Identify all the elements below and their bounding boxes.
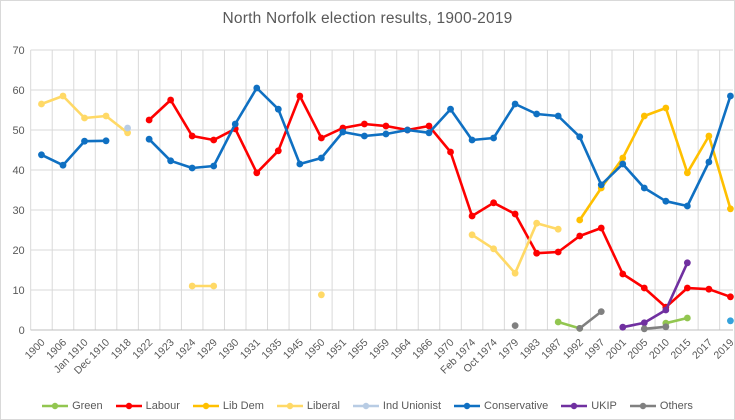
chart-title: North Norfolk election results, 1900-201… (222, 10, 513, 27)
svg-text:40: 40 (12, 165, 24, 177)
series-labour (145, 92, 734, 311)
chart-legend: Green Labour Lib Dem Liberal Ind Unionist Con… (0, 400, 735, 412)
svg-text:0: 0 (19, 325, 25, 337)
svg-text:1959: 1959 (367, 337, 392, 362)
legend-label-conservative: Conservative (484, 400, 549, 412)
svg-text:20: 20 (12, 245, 24, 257)
svg-text:1951: 1951 (324, 337, 349, 362)
series-ukip (619, 259, 691, 331)
legend-item-ind-unionist: Ind Unionist (352, 400, 442, 412)
svg-text:2019: 2019 (712, 337, 735, 362)
svg-text:1930: 1930 (216, 337, 241, 362)
svg-text:1997: 1997 (582, 337, 607, 362)
legend-label-ukip: UKIP (591, 400, 617, 412)
legend-item-labour: Labour (115, 400, 180, 412)
legend-item-green: Green (42, 400, 103, 412)
svg-text:1900: 1900 (23, 337, 48, 362)
legend-item-conservative: Conservative (454, 400, 548, 412)
legend-item-others: Others (629, 400, 693, 412)
legend-label-ind-unionist: Ind Unionist (382, 400, 442, 412)
legend-item-ukip: UKIP (561, 400, 617, 412)
series-liberal (38, 92, 562, 299)
svg-text:1964: 1964 (389, 337, 414, 362)
svg-text:2001: 2001 (604, 337, 629, 362)
svg-text:10: 10 (12, 285, 24, 297)
svg-text:1979: 1979 (496, 337, 521, 362)
svg-text:1983: 1983 (518, 337, 543, 362)
svg-text:50: 50 (12, 125, 24, 137)
svg-text:1945: 1945 (281, 337, 306, 362)
legend-label-labour: Labour (145, 400, 180, 412)
svg-text:1950: 1950 (302, 337, 327, 362)
series-others (511, 308, 670, 333)
svg-text:30: 30 (12, 205, 24, 217)
legend-item-lib-dem: Lib Dem (192, 400, 264, 412)
legend-label-lib-dem: Lib Dem (222, 400, 264, 412)
legend-marker-icon-others (629, 402, 656, 410)
svg-text:1923: 1923 (152, 337, 177, 362)
svg-text:1987: 1987 (539, 337, 564, 362)
svg-text:1931: 1931 (238, 337, 263, 362)
legend-marker-icon-liberal (276, 402, 303, 410)
legend-marker-icon-ukip (561, 402, 588, 410)
svg-text:1955: 1955 (346, 337, 371, 362)
legend-item-liberal: Liberal (276, 400, 340, 412)
svg-text:1918: 1918 (109, 337, 134, 362)
svg-text:1966: 1966 (410, 337, 435, 362)
legend-marker-icon-labour (115, 402, 142, 410)
svg-text:1992: 1992 (561, 337, 586, 362)
gridlines (30, 49, 733, 331)
svg-text:60: 60 (12, 85, 24, 97)
svg-text:1922: 1922 (130, 337, 155, 362)
svg-text:2015: 2015 (668, 337, 693, 362)
series-ind-unionist (124, 124, 734, 325)
legend-label-green: Green (72, 400, 103, 412)
svg-text:2005: 2005 (625, 337, 650, 362)
series-conservative (38, 84, 734, 210)
legend-marker-icon-conservative (454, 402, 481, 410)
svg-text:2010: 2010 (647, 337, 672, 362)
svg-text:1935: 1935 (259, 337, 284, 362)
series-green (554, 314, 691, 332)
legend-marker-icon-ind-unionist (352, 402, 379, 410)
legend-label-others: Others (659, 400, 693, 412)
y-axis-labels: 0 10 20 30 40 50 60 70 (12, 45, 24, 337)
legend-label-liberal: Liberal (306, 400, 340, 412)
svg-text:1924: 1924 (173, 337, 198, 362)
svg-text:1929: 1929 (195, 337, 220, 362)
legend-marker-icon-lib-dem (192, 402, 219, 410)
svg-text:70: 70 (12, 45, 24, 57)
svg-text:2017: 2017 (690, 337, 715, 362)
legend-marker-icon-green (42, 402, 69, 410)
